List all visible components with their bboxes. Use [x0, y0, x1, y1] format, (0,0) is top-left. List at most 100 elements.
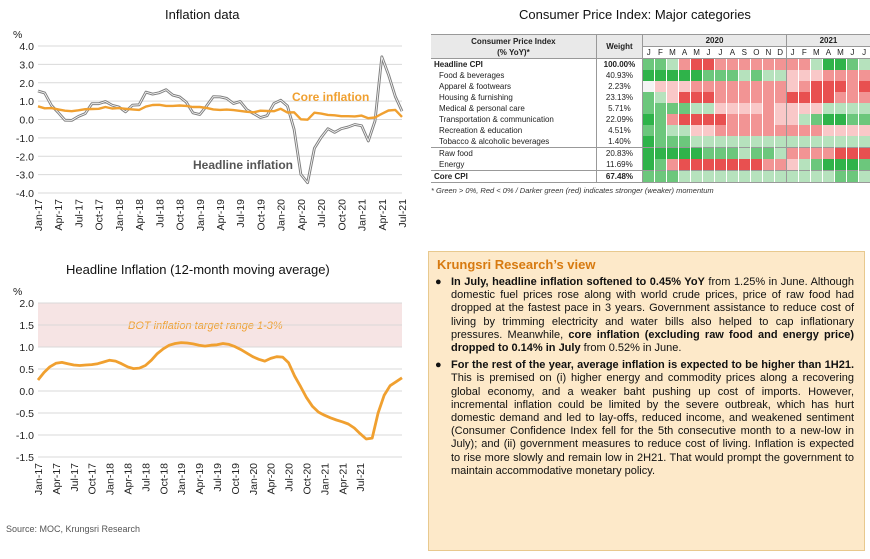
cpi-heat-cell	[797, 159, 811, 171]
cpi-heat-cell	[642, 125, 655, 136]
research-view-bullets: ● In July, headline inflation softened t…	[429, 276, 864, 478]
cpi-heat-cell	[857, 125, 870, 136]
cpi-heat-cell	[725, 92, 739, 103]
chart1-xtick-label: Jan-21	[357, 199, 369, 231]
cpi-heat-cell	[690, 159, 703, 171]
cpi-heat-cell	[761, 159, 775, 171]
cpi-heat-cell	[821, 70, 835, 81]
cpi-row: Raw food 20.83%	[431, 147, 870, 159]
cpi-header-row: Consumer Price Index (% YoY)* Weight 202…	[431, 34, 870, 59]
chart2-ytick-label: 0.0	[19, 386, 34, 398]
cpi-heat-cell	[725, 114, 739, 125]
cpi-heat-cell	[845, 147, 859, 159]
cpi-heat-cell	[725, 170, 739, 183]
cpi-heat-cell	[654, 136, 667, 148]
cpi-heat-cell	[857, 92, 870, 103]
chart1-xtick-label: Jul-21	[397, 199, 409, 228]
chart2-series-line-1	[36, 341, 403, 441]
cpi-row: Tobacco & alcoholic beverages 1.40%	[431, 136, 870, 148]
cpi-row-weight: 5.71%	[595, 103, 644, 114]
cpi-heat-cell	[642, 159, 655, 171]
cpi-month-header: D	[774, 46, 787, 59]
chart2-xtick-label: Apr-18	[123, 463, 135, 495]
chart2-xtick-label: Jul-20	[284, 463, 296, 492]
cpi-row-weight: 40.93%	[595, 70, 644, 81]
cpi-heat-cell	[678, 103, 691, 114]
bullet-2-text-1: This is premised on (i) higher energy an…	[451, 372, 854, 477]
cpi-heat-cell	[678, 125, 691, 136]
bullet-1-bold-1: In July, headline inflation softened to …	[451, 276, 705, 288]
cpi-heat-cell	[690, 125, 703, 136]
cpi-heat-cell	[785, 58, 799, 70]
cpi-heat-cell	[749, 114, 763, 125]
cpi-heat-cell	[761, 136, 775, 148]
cpi-month-header: J	[714, 46, 727, 59]
chart1-ytick-label: -3.0	[16, 170, 34, 182]
cpi-heat-cell	[654, 103, 667, 114]
cpi-heat-cell	[797, 70, 811, 81]
cpi-heat-cell	[773, 136, 787, 148]
cpi-heat-cell	[737, 147, 751, 159]
chart2-xtick-label: Apr-20	[266, 463, 278, 495]
cpi-heat-cell	[845, 81, 859, 92]
chart2-xtick-label: Jan-18	[105, 463, 117, 495]
cpi-table: Consumer Price Index (% YoY)* Weight 202…	[431, 34, 870, 183]
cpi-heat-cell	[797, 170, 811, 183]
cpi-heat-cell	[821, 159, 835, 171]
cpi-header-label-2: (% YoY)*	[497, 47, 530, 57]
cpi-month-header: J	[858, 46, 870, 59]
cpi-row-weight: 22.09%	[595, 114, 644, 125]
chart1-xtick-label: Jan-20	[276, 199, 288, 231]
cpi-heat-cell	[821, 125, 835, 136]
cpi-row-weight: 100.00%	[595, 58, 644, 70]
bullet-1-bold-2: core inflation (excluding raw food and e…	[451, 328, 854, 355]
cpi-heat-cell	[702, 159, 715, 171]
chart2-ytick-label: 1.5	[19, 320, 34, 332]
cpi-heat-cell	[845, 136, 859, 148]
cpi-row-weight: 67.48%	[595, 170, 644, 183]
cpi-heat-cell	[761, 70, 775, 81]
cpi-heat-cell	[857, 114, 870, 125]
chart2-xtick-label: Oct-17	[87, 463, 99, 495]
cpi-heat-cell	[797, 114, 811, 125]
cpi-heat-cell	[690, 170, 703, 183]
cpi-heat-cell	[833, 70, 847, 81]
cpi-heat-cell	[642, 58, 655, 70]
cpi-row-weight: 20.83%	[595, 147, 644, 159]
cpi-heat-cell	[642, 170, 655, 183]
cpi-heat-cell	[797, 103, 811, 114]
cpi-header-label-1: Consumer Price Index	[471, 36, 556, 46]
cpi-heat-cell	[678, 159, 691, 171]
chart1-xtick-label: Oct-18	[175, 199, 187, 231]
cpi-heat-cell	[665, 147, 679, 159]
cpi-heat-cell	[690, 147, 703, 159]
chart2-ytick-label: 0.5	[19, 364, 34, 376]
cpi-heat-cell	[713, 81, 727, 92]
cpi-row-name: Transportation & communication	[439, 114, 554, 124]
cpi-heat-cell	[833, 81, 847, 92]
cpi-heat-cell	[702, 81, 715, 92]
research-bullet-1: ● In July, headline inflation softened t…	[429, 276, 854, 355]
cpi-heat-cell	[642, 147, 655, 159]
cpi-month-header: F	[798, 46, 811, 59]
cpi-heat-cell	[845, 58, 859, 70]
cpi-heat-cell	[678, 70, 691, 81]
cpi-row-weight: 11.69%	[595, 159, 644, 171]
cpi-heat-cell	[654, 92, 667, 103]
cpi-heat-cell	[737, 170, 751, 183]
chart1-title: Inflation data	[165, 7, 240, 22]
cpi-heat-cell	[857, 170, 870, 183]
chart1-xtick-label: Apr-17	[53, 199, 65, 231]
cpi-heat-cell	[713, 159, 727, 171]
cpi-heat-cell	[737, 58, 751, 70]
cpi-heat-cell	[785, 81, 799, 92]
cpi-heat-cell	[809, 70, 823, 81]
cpi-heat-cell	[809, 125, 823, 136]
cpi-heat-cell	[702, 170, 715, 183]
cpi-heat-cell	[665, 136, 679, 148]
cpi-heat-cell	[785, 125, 799, 136]
cpi-heat-cell	[690, 81, 703, 92]
cpi-heat-cell	[857, 58, 870, 70]
chart2-xtick-label: Apr-17	[51, 463, 63, 495]
cpi-heat-cell	[642, 92, 655, 103]
